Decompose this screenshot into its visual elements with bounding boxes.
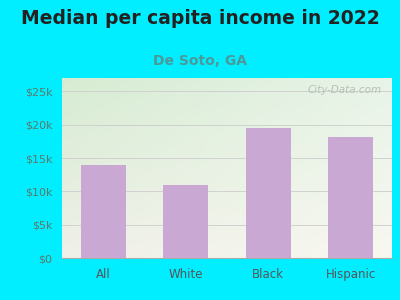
Text: De Soto, GA: De Soto, GA xyxy=(153,54,247,68)
Bar xyxy=(80,165,126,258)
Bar xyxy=(328,137,374,258)
Bar xyxy=(163,185,208,258)
Text: Median per capita income in 2022: Median per capita income in 2022 xyxy=(21,9,379,28)
Text: City-Data.com: City-Data.com xyxy=(308,85,382,95)
Bar xyxy=(246,128,291,258)
